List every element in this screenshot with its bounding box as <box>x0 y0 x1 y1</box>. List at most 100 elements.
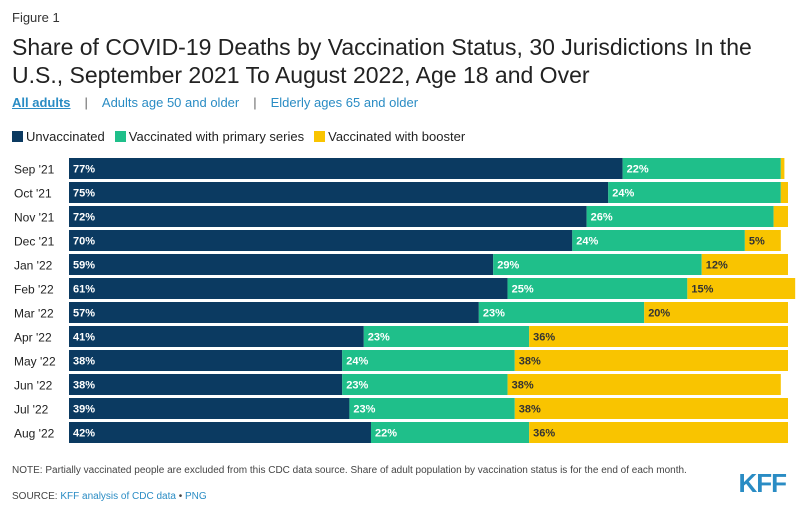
data-label: 38% <box>73 356 95 368</box>
bar-unvaccinated[interactable] <box>69 254 494 275</box>
bar-vaccinated-with-booster[interactable] <box>514 398 788 419</box>
data-label: 38% <box>512 380 534 392</box>
legend-label-primary: Vaccinated with primary series <box>128 129 305 144</box>
bar-vaccinated-with-booster[interactable] <box>507 374 781 395</box>
bar-vaccinated-with-primary-series[interactable] <box>586 206 774 227</box>
data-label: 20% <box>648 308 670 320</box>
data-label: 36% <box>533 332 555 344</box>
bar-unvaccinated[interactable] <box>69 158 623 179</box>
bar-unvaccinated[interactable] <box>69 182 609 203</box>
bar-unvaccinated[interactable] <box>69 278 508 299</box>
chart-title: Share of COVID-19 Deaths by Vaccination … <box>12 34 752 88</box>
category-label: Dec '21 <box>14 235 55 249</box>
data-label: 12% <box>706 260 728 272</box>
category-label: Oct '21 <box>14 187 52 201</box>
data-label: 24% <box>612 188 634 200</box>
data-label: 23% <box>353 404 375 416</box>
data-label: 39% <box>73 404 95 416</box>
bar-vaccinated-with-booster[interactable] <box>773 206 788 227</box>
category-label: Jun '22 <box>14 379 53 393</box>
data-label: 15% <box>691 284 713 296</box>
data-label: 23% <box>346 380 368 392</box>
bar-vaccinated-with-booster[interactable] <box>701 254 788 275</box>
tab-elderly-65-plus[interactable]: Elderly ages 65 and older <box>270 95 419 110</box>
bar-unvaccinated[interactable] <box>69 374 343 395</box>
data-label: 57% <box>73 308 95 320</box>
chart-source: SOURCE: KFF analysis of CDC data • PNG <box>12 491 207 502</box>
tab-separator: | <box>253 95 257 110</box>
legend-swatch-booster <box>314 131 326 142</box>
data-label: 22% <box>375 428 397 440</box>
bar-vaccinated-with-primary-series[interactable] <box>342 374 508 395</box>
stacked-bar-chart: Sep '21 77% 22% Oct '21 75% 24% Nov '21 72% 26% D… <box>14 158 796 443</box>
chart-legend: Unvaccinated Vaccinated with primary ser… <box>12 129 475 144</box>
bar-vaccinated-with-primary-series[interactable] <box>370 422 530 443</box>
data-label: 77% <box>73 164 95 176</box>
data-label: 38% <box>73 380 95 392</box>
tab-all-adults[interactable]: All adults <box>12 95 71 110</box>
bar-vaccinated-with-primary-series[interactable] <box>572 230 745 251</box>
category-label: Mar '22 <box>14 307 54 321</box>
bar-vaccinated-with-primary-series[interactable] <box>363 326 530 347</box>
data-label: 61% <box>73 284 95 296</box>
tab-adults-50-plus[interactable]: Adults age 50 and older <box>101 95 240 110</box>
data-label: 36% <box>533 428 555 440</box>
data-label: 23% <box>483 308 505 320</box>
kff-logo[interactable]: KFF <box>738 468 787 498</box>
bar-unvaccinated[interactable] <box>69 422 371 443</box>
category-label: Sep '21 <box>14 163 55 177</box>
bar-unvaccinated[interactable] <box>69 206 587 227</box>
legend-swatch-primary <box>114 131 126 142</box>
chart-note: NOTE: Partially vaccinated people are ex… <box>12 465 687 476</box>
data-label: 38% <box>519 356 541 368</box>
bar-vaccinated-with-primary-series[interactable] <box>349 398 515 419</box>
bar-vaccinated-with-primary-series[interactable] <box>507 278 688 299</box>
bar-vaccinated-with-booster[interactable] <box>780 158 785 179</box>
bar-unvaccinated[interactable] <box>69 398 350 419</box>
source-prefix: SOURCE: <box>12 491 61 502</box>
data-label: 24% <box>346 356 368 368</box>
bar-vaccinated-with-primary-series[interactable] <box>493 254 702 275</box>
bar-unvaccinated[interactable] <box>69 230 573 251</box>
bar-unvaccinated[interactable] <box>69 326 364 347</box>
legend-label-unvaccinated: Unvaccinated <box>26 129 105 144</box>
data-label: 25% <box>512 284 534 296</box>
data-label: 24% <box>576 236 598 248</box>
data-label: 5% <box>749 236 765 248</box>
category-label: Jan '22 <box>14 259 53 273</box>
data-label: 22% <box>627 164 649 176</box>
bar-vaccinated-with-primary-series[interactable] <box>622 158 781 179</box>
data-label: 72% <box>73 212 95 224</box>
legend-item-booster[interactable]: Vaccinated with booster <box>314 129 465 144</box>
category-label: Nov '21 <box>14 211 55 225</box>
audience-tabs: All adults | Adults age 50 and older | E… <box>12 95 418 110</box>
source-bullet: • <box>175 491 186 502</box>
tab-separator: | <box>84 95 88 110</box>
bar-vaccinated-with-primary-series[interactable] <box>478 302 645 323</box>
bar-vaccinated-with-booster[interactable] <box>529 326 788 347</box>
bar-vaccinated-with-primary-series[interactable] <box>342 350 515 371</box>
data-label: 41% <box>73 332 95 344</box>
legend-item-unvaccinated[interactable]: Unvaccinated <box>12 129 105 144</box>
bar-vaccinated-with-booster[interactable] <box>780 182 788 203</box>
bar-vaccinated-with-booster[interactable] <box>529 422 788 443</box>
bar-vaccinated-with-booster[interactable] <box>744 230 781 251</box>
data-label: 26% <box>591 212 613 224</box>
data-label: 23% <box>368 332 390 344</box>
data-label: 59% <box>73 260 95 272</box>
bar-unvaccinated[interactable] <box>69 350 343 371</box>
category-label: Aug '22 <box>14 427 55 441</box>
category-label: May '22 <box>14 355 56 369</box>
source-link-cdc-data[interactable]: KFF analysis of CDC data <box>60 491 176 502</box>
data-label: 42% <box>73 428 95 440</box>
legend-item-primary[interactable]: Vaccinated with primary series <box>114 129 305 144</box>
data-label: 70% <box>73 236 95 248</box>
bar-vaccinated-with-primary-series[interactable] <box>608 182 781 203</box>
source-link-png[interactable]: PNG <box>185 491 207 502</box>
figure-label: Figure 1 <box>12 10 60 25</box>
bar-unvaccinated[interactable] <box>69 302 479 323</box>
bar-vaccinated-with-booster[interactable] <box>644 302 788 323</box>
data-label: 75% <box>73 188 95 200</box>
bar-vaccinated-with-booster[interactable] <box>514 350 788 371</box>
bar-vaccinated-with-booster[interactable] <box>687 278 796 299</box>
